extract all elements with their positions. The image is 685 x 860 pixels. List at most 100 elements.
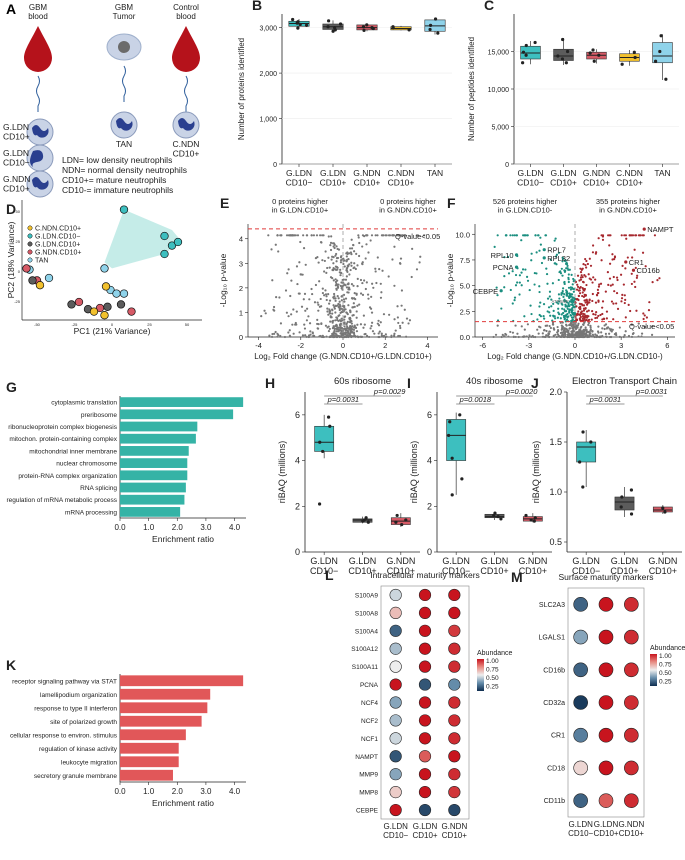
- bar: [120, 409, 234, 420]
- data-point: [458, 413, 462, 417]
- volcano-point: [607, 234, 610, 237]
- volcano-point: [329, 316, 332, 319]
- volcano-point: [382, 234, 385, 237]
- volcano-point: [321, 291, 324, 295]
- volcano-point: [308, 298, 311, 301]
- y-tick-label: 1,000: [259, 117, 277, 124]
- row-label: CR1: [551, 733, 565, 740]
- volcano-point: [545, 329, 548, 333]
- volcano-point: [324, 324, 328, 327]
- volcano-point: [323, 294, 326, 297]
- volcano-point: [377, 335, 380, 339]
- volcano-point: [339, 274, 342, 277]
- volcano-point: [494, 333, 498, 336]
- volcano-point: [582, 263, 585, 266]
- volcano-point: [581, 323, 585, 326]
- volcano-point: [350, 247, 354, 250]
- volcano-point: [496, 324, 499, 327]
- volcano-point: [327, 293, 330, 296]
- volcano-point: [550, 298, 553, 301]
- volcano-point: [563, 335, 566, 339]
- volcano-point: [359, 323, 363, 326]
- volcano-point: [578, 302, 581, 305]
- volcano-point: [554, 255, 558, 258]
- legend-marker: [27, 233, 33, 239]
- volcano-point: [591, 281, 594, 284]
- volcano-point: [344, 284, 347, 287]
- volcano-point: [364, 332, 367, 336]
- volcano-point: [345, 286, 349, 289]
- volcano-point: [634, 285, 637, 289]
- pca-point: [28, 276, 37, 285]
- panel-letter: B: [252, 0, 262, 13]
- volcano-point: [554, 333, 557, 336]
- column-label: G.NDN CD10+: [618, 820, 644, 838]
- volcano-point: [342, 298, 346, 301]
- volcano-point: [530, 335, 533, 338]
- volcano-point: [271, 279, 274, 282]
- volcano-point: [278, 296, 281, 299]
- abundance-dot: [418, 750, 432, 763]
- volcano-point: [291, 234, 294, 237]
- volcano-point: [558, 297, 561, 300]
- volcano-point: [345, 269, 348, 272]
- volcano-point: [493, 245, 496, 248]
- volcano-point: [333, 305, 336, 309]
- volcano-point: [503, 255, 506, 259]
- volcano-point: [334, 254, 337, 257]
- neutrophil-cell-icon: [26, 118, 54, 146]
- volcano-point: [572, 328, 575, 332]
- volcano-point: [514, 273, 518, 277]
- volcano-point: [546, 334, 550, 337]
- bar-label: lamellipodium organization: [40, 692, 117, 699]
- volcano-point: [317, 303, 320, 306]
- volcano-point: [600, 331, 603, 334]
- volcano-point: [332, 331, 335, 335]
- bar: [120, 769, 173, 781]
- volcano-point: [335, 330, 338, 333]
- y-tick-label: 5.0: [460, 282, 470, 291]
- data-point: [450, 493, 454, 497]
- volcano-point: [571, 293, 574, 296]
- volcano-point: [343, 327, 346, 330]
- volcano-point: [520, 325, 523, 328]
- volcano-point: [390, 335, 393, 339]
- volcano-point: [509, 234, 512, 237]
- volcano-point: [630, 335, 634, 338]
- volcano-point: [325, 271, 328, 274]
- volcano-point: [401, 321, 404, 324]
- volcano-point: [555, 253, 559, 256]
- volcano-point: [350, 322, 353, 325]
- volcano-point: [586, 302, 589, 305]
- p-value-label: p=0.0031: [589, 395, 622, 404]
- volcano-point: [580, 268, 583, 271]
- volcano-point: [506, 255, 510, 259]
- volcano-point: [557, 302, 560, 305]
- volcano-point: [589, 278, 593, 281]
- volcano-point: [397, 234, 400, 237]
- volcano-point: [592, 313, 595, 316]
- volcano-point: [339, 329, 342, 332]
- data-point: [364, 516, 368, 520]
- data-point: [395, 513, 399, 518]
- volcano-point: [530, 259, 533, 262]
- volcano-point: [319, 234, 322, 237]
- abundance-dot: [624, 695, 639, 710]
- volcano-point: [601, 238, 605, 241]
- volcano-point: [327, 325, 330, 328]
- volcano-point: [349, 324, 352, 328]
- legend-tick: 0.25: [486, 684, 499, 691]
- bar-label: response to type II interferon: [34, 705, 117, 712]
- volcano-point: [544, 324, 547, 327]
- panel-a-letter: A: [6, 1, 16, 17]
- data-point: [659, 34, 663, 38]
- barchart-K: K 0.0 1.0 2.0 3.0 4.0 Enrichment ratio receptor…: [6, 657, 246, 808]
- volcano-point: [578, 317, 581, 320]
- volcano-E: E -4 -2 0 2 4 0 1 2 3 4 Log₂ Fold change (G.NDN.CD1…: [218, 195, 440, 361]
- volcano-point: [573, 305, 576, 308]
- volcano-point: [305, 319, 309, 322]
- volcano-point: [331, 312, 334, 315]
- volcano-point: [522, 335, 525, 338]
- volcano-point: [536, 318, 539, 321]
- bar: [120, 715, 202, 727]
